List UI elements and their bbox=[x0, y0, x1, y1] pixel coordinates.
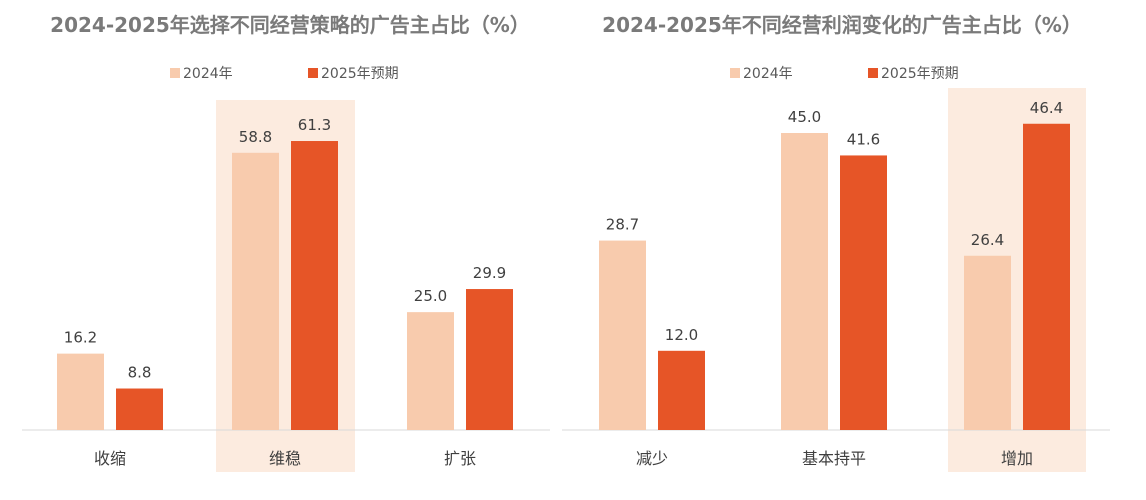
chart-2: 2024-2025年不同经营利润变化的广告主占比（%） 2024年 2025年预期 2… bbox=[562, 13, 1110, 472]
data-label: 25.0 bbox=[414, 287, 447, 305]
chart-1: 2024-2025年选择不同经营策略的广告主占比（%） 2024年 2025年预期 1… bbox=[22, 13, 550, 472]
legend-swatch bbox=[308, 68, 318, 78]
category-label: 收缩 bbox=[94, 449, 126, 468]
bar bbox=[116, 388, 163, 430]
data-label: 28.7 bbox=[606, 216, 639, 234]
bar bbox=[840, 155, 887, 430]
data-label: 45.0 bbox=[788, 108, 821, 126]
bar bbox=[57, 353, 104, 430]
data-label: 26.4 bbox=[971, 231, 1004, 249]
legend-label: 2024年 bbox=[743, 66, 793, 82]
bar bbox=[232, 152, 279, 431]
data-label: 46.4 bbox=[1030, 99, 1063, 117]
legend-label: 2025年预期 bbox=[321, 66, 399, 82]
data-label: 8.8 bbox=[128, 364, 152, 382]
legend-swatch bbox=[868, 68, 878, 78]
legend-swatch bbox=[170, 68, 180, 78]
legend-swatch bbox=[730, 68, 740, 78]
category-label: 基本持平 bbox=[802, 449, 866, 468]
bar bbox=[658, 350, 705, 430]
bar bbox=[599, 240, 646, 430]
data-label: 41.6 bbox=[847, 130, 880, 148]
chart-title: 2024-2025年不同经营利润变化的广告主占比（%） bbox=[602, 13, 1082, 37]
legend-label: 2025年预期 bbox=[881, 66, 959, 82]
chart-title: 2024-2025年选择不同经营策略的广告主占比（%） bbox=[50, 13, 530, 37]
data-label: 16.2 bbox=[64, 329, 97, 347]
category-label: 增加 bbox=[1001, 449, 1033, 468]
bar bbox=[407, 312, 454, 430]
data-label: 61.3 bbox=[298, 116, 331, 134]
category-label: 减少 bbox=[636, 449, 668, 468]
data-label: 58.8 bbox=[239, 128, 272, 146]
bar bbox=[781, 133, 828, 430]
bar bbox=[291, 141, 338, 430]
data-label: 29.9 bbox=[473, 264, 506, 282]
legend-label: 2024年 bbox=[183, 66, 233, 82]
category-label: 维稳 bbox=[269, 449, 301, 468]
data-label: 12.0 bbox=[665, 326, 698, 344]
bar bbox=[964, 255, 1011, 430]
bar bbox=[466, 289, 513, 430]
category-label: 扩张 bbox=[444, 449, 476, 468]
bar bbox=[1023, 123, 1070, 430]
